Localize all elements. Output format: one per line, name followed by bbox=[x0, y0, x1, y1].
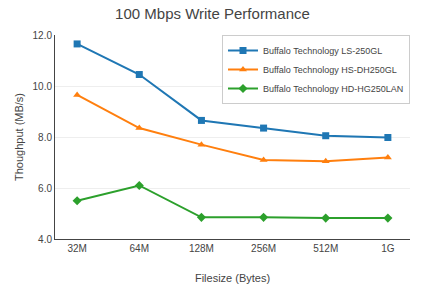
svg-text:256M: 256M bbox=[251, 243, 276, 254]
svg-text:32M: 32M bbox=[67, 243, 86, 254]
svg-text:12.0: 12.0 bbox=[33, 30, 53, 41]
svg-text:Thoughput (MB/s): Thoughput (MB/s) bbox=[13, 93, 25, 181]
svg-text:512M: 512M bbox=[313, 243, 338, 254]
svg-text:4.0: 4.0 bbox=[38, 234, 52, 245]
svg-text:Filesize (Bytes): Filesize (Bytes) bbox=[195, 272, 270, 284]
svg-text:100 Mbps Write Performance: 100 Mbps Write Performance bbox=[115, 5, 310, 22]
svg-text:Buffalo Technology HD-HG250LAN: Buffalo Technology HD-HG250LAN bbox=[263, 84, 403, 94]
svg-text:6.0: 6.0 bbox=[38, 183, 52, 194]
svg-text:128M: 128M bbox=[189, 243, 214, 254]
svg-text:64M: 64M bbox=[130, 243, 149, 254]
svg-text:1G: 1G bbox=[381, 243, 395, 254]
svg-text:Buffalo Technology LS-250GL: Buffalo Technology LS-250GL bbox=[263, 46, 382, 56]
svg-text:8.0: 8.0 bbox=[38, 132, 52, 143]
svg-text:10.0: 10.0 bbox=[33, 81, 53, 92]
svg-text:Buffalo Technology HS-DH250GL: Buffalo Technology HS-DH250GL bbox=[263, 65, 397, 75]
